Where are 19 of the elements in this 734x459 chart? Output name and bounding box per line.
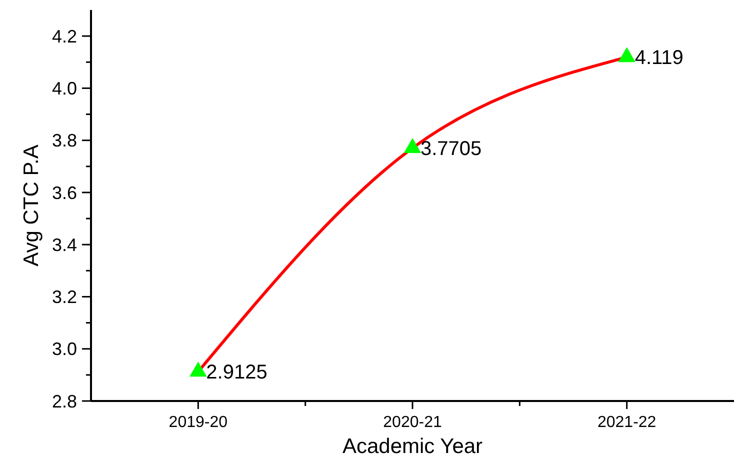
y-tick-label: 3.2 — [52, 287, 77, 308]
y-tick-label: 4.0 — [52, 78, 77, 98]
data-label: 3.7705 — [420, 138, 482, 160]
y-tick-label: 4.2 — [52, 26, 77, 46]
point — [190, 362, 207, 377]
x-axis-title: Academic Year — [342, 435, 483, 458]
x-tick-label: 2021-22 — [597, 414, 656, 431]
y-tick-label: 3.6 — [52, 182, 77, 203]
point — [618, 47, 636, 62]
x-tick-label: 2019-20 — [168, 414, 228, 431]
point — [404, 138, 422, 154]
data-label: 4.119 — [634, 47, 684, 70]
y-axis-title: Avg CTC P.A — [20, 144, 43, 266]
x-tick-label: 2020-21 — [383, 414, 442, 431]
y-tick-label: 3.4 — [52, 234, 77, 255]
y-tick-label: 3.8 — [52, 130, 77, 151]
y-tick-label: 3.0 — [52, 339, 77, 360]
data-label: 2.9125 — [206, 362, 268, 384]
y-tick-label: 2.8 — [52, 391, 77, 412]
